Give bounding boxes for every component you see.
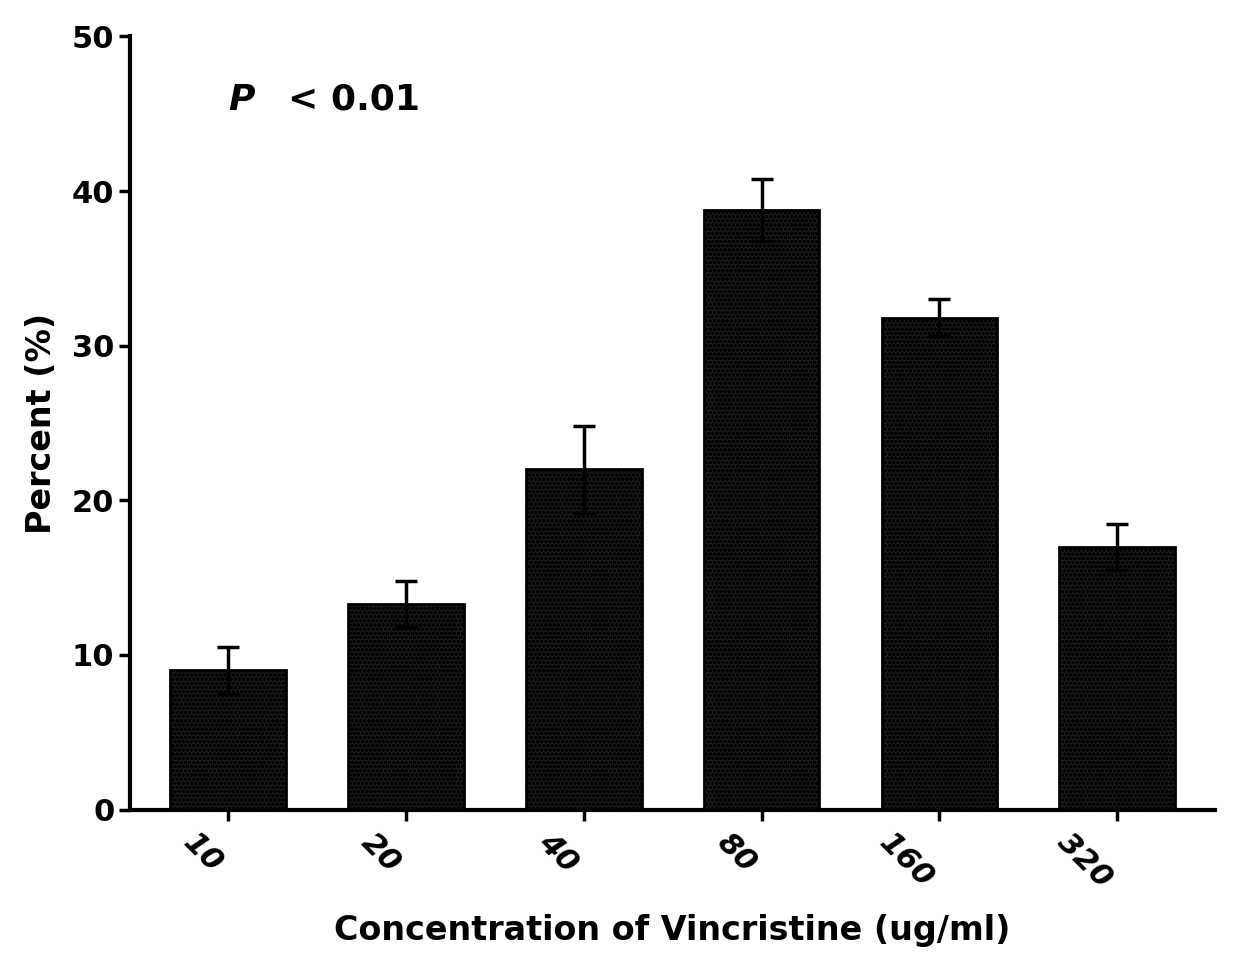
Y-axis label: Percent (%): Percent (%) (25, 312, 58, 534)
Text: < 0.01: < 0.01 (288, 83, 419, 117)
X-axis label: Concentration of Vincristine (ug/ml): Concentration of Vincristine (ug/ml) (335, 914, 1011, 947)
Text: P: P (228, 83, 254, 117)
Bar (1059, 546, 1176, 810)
Bar (526, 469, 641, 810)
Bar (170, 671, 286, 810)
Bar (882, 318, 997, 810)
Bar (348, 604, 464, 810)
Bar (704, 210, 820, 810)
